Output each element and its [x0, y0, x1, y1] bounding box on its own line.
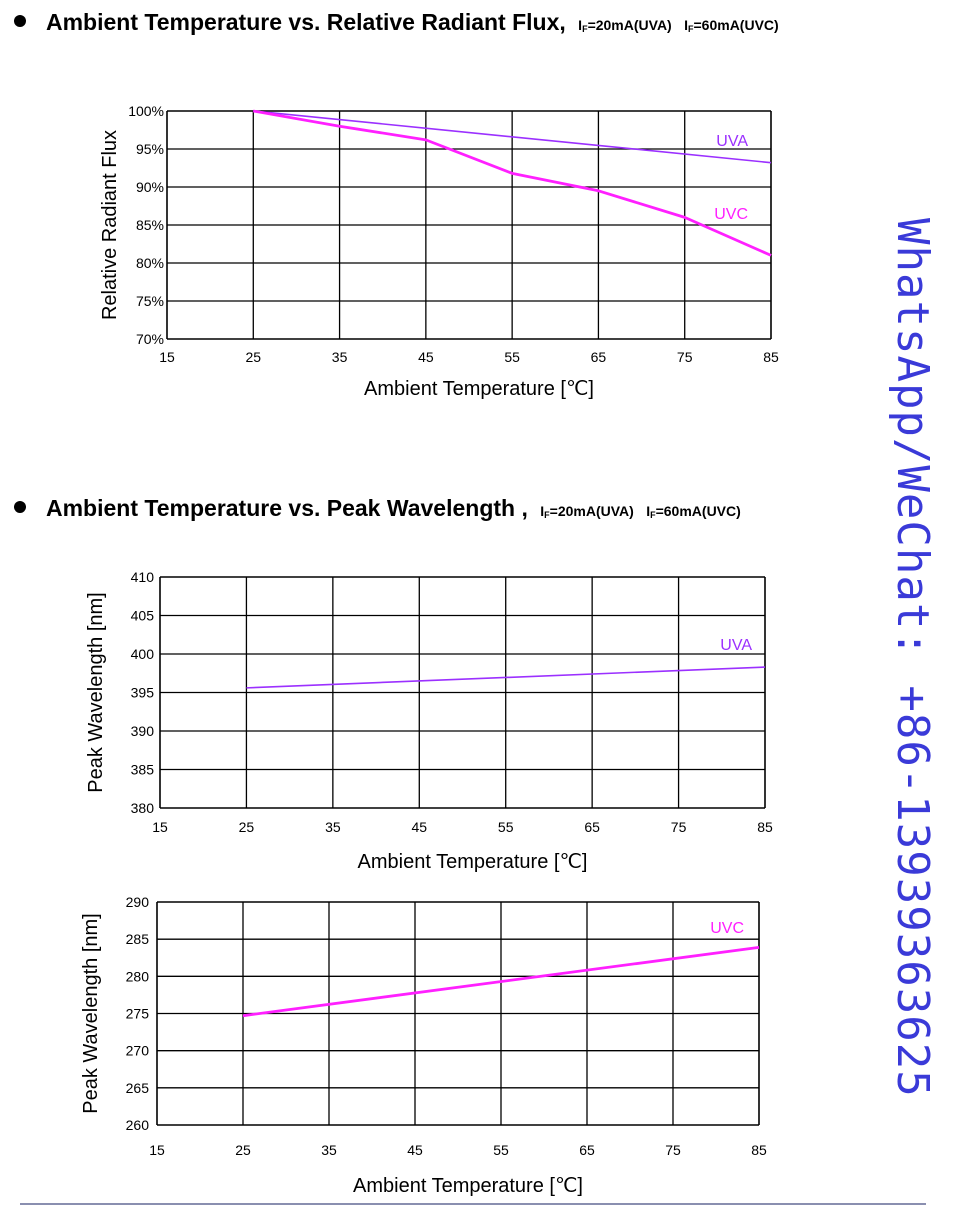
uvc-wavelength-chart: 15 25 35 45 55 65 75 85 260 265 270 275 280 285 290 Amb…: [80, 894, 767, 1197]
x-tick-label: 35: [325, 819, 341, 835]
series-label-uvc: UVC: [710, 920, 744, 937]
bottom-divider: [20, 1203, 926, 1205]
y-tick-label: 270: [126, 1043, 150, 1059]
radiant-flux-chart: 15 25 35 45 55 65 75 85 70% 75% 80% 85% 90% 95% 100% Am…: [99, 103, 779, 400]
series-label-uva: UVA: [720, 637, 752, 654]
x-tick-label: 15: [152, 819, 168, 835]
y-tick-label: 405: [131, 608, 155, 624]
y-tick-label: 90%: [136, 179, 164, 195]
x-axis-label: Ambient Temperature [℃]: [364, 378, 594, 400]
y-tick-label: 85%: [136, 217, 164, 233]
series-label-uvc: UVC: [714, 206, 748, 223]
y-tick-label: 70%: [136, 331, 164, 347]
x-axis-label: Ambient Temperature [℃]: [358, 851, 588, 873]
x-tick-label: 85: [757, 819, 773, 835]
uva-wavelength-chart: 15 25 35 45 55 65 75 85 380 385 390 395 400 405 410 Amb…: [85, 569, 773, 873]
x-tick-label: 65: [591, 349, 607, 365]
y-tick-label: 100%: [128, 103, 164, 119]
chart2-heading: Ambient Temperature vs. Peak Wavelength …: [14, 494, 741, 529]
chart1-condition-uvc: IF=60mA(UVC): [684, 17, 779, 34]
y-tick-label: 260: [126, 1117, 150, 1133]
chart2-condition-uva: IF=20mA(UVA): [540, 503, 634, 520]
chart1-title: Ambient Temperature vs. Relative Radiant…: [46, 9, 566, 35]
x-tick-label: 15: [149, 1142, 165, 1158]
series-line-uva: [246, 666, 766, 689]
x-tick-label: 45: [407, 1142, 423, 1158]
chart2-title: Ambient Temperature vs. Peak Wavelength …: [46, 495, 528, 521]
x-tick-label: 55: [493, 1142, 509, 1158]
x-tick-label: 75: [677, 349, 693, 365]
series-line-uvc: [253, 109, 772, 257]
y-tick-label: 410: [131, 569, 155, 585]
y-tick-label: 290: [126, 894, 150, 910]
y-tick-label: 80%: [136, 255, 164, 271]
bullet-icon: [14, 501, 26, 513]
x-tick-label: 25: [245, 349, 261, 365]
x-tick-label: 25: [235, 1142, 251, 1158]
series-label-uva: UVA: [716, 133, 748, 150]
chart1-condition-uva: IF=20mA(UVA): [578, 17, 672, 34]
x-tick-label: 15: [159, 349, 175, 365]
x-tick-label: 65: [579, 1142, 595, 1158]
x-tick-label: 35: [321, 1142, 337, 1158]
y-tick-label: 75%: [136, 293, 164, 309]
chart2-condition-uvc: IF=60mA(UVC): [646, 503, 741, 520]
y-tick-label: 400: [131, 646, 155, 662]
x-tick-label: 35: [332, 349, 348, 365]
series-line-uva: [253, 110, 772, 164]
y-tick-label: 380: [131, 800, 155, 816]
x-tick-label: 25: [239, 819, 255, 835]
y-tick-label: 390: [131, 723, 155, 739]
y-tick-label: 285: [126, 931, 150, 947]
x-tick-label: 85: [751, 1142, 767, 1158]
y-tick-label: 395: [131, 685, 155, 701]
y-tick-label: 95%: [136, 141, 164, 157]
y-tick-label: 385: [131, 762, 155, 778]
x-tick-label: 75: [665, 1142, 681, 1158]
chart1-heading: Ambient Temperature vs. Relative Radiant…: [14, 8, 779, 43]
y-axis-label: Relative Radiant Flux: [99, 130, 121, 320]
y-tick-label: 265: [126, 1080, 150, 1096]
x-tick-label: 75: [671, 819, 687, 835]
contact-watermark: WhatsApp/WeChat: +86-13939363625: [887, 218, 938, 1098]
series-line-uvc: [242, 945, 760, 1018]
x-tick-label: 45: [411, 819, 427, 835]
x-tick-label: 55: [498, 819, 514, 835]
y-axis-label: Peak Wavelength [nm]: [80, 913, 102, 1113]
bullet-icon: [14, 15, 26, 27]
y-tick-label: 275: [126, 1006, 150, 1022]
x-tick-label: 45: [418, 349, 434, 365]
x-tick-label: 55: [504, 349, 520, 365]
x-axis-label: Ambient Temperature [℃]: [353, 1175, 583, 1197]
y-tick-label: 280: [126, 968, 150, 984]
y-axis-label: Peak Wavelength [nm]: [85, 592, 107, 792]
x-tick-label: 65: [584, 819, 600, 835]
x-tick-label: 85: [763, 349, 779, 365]
